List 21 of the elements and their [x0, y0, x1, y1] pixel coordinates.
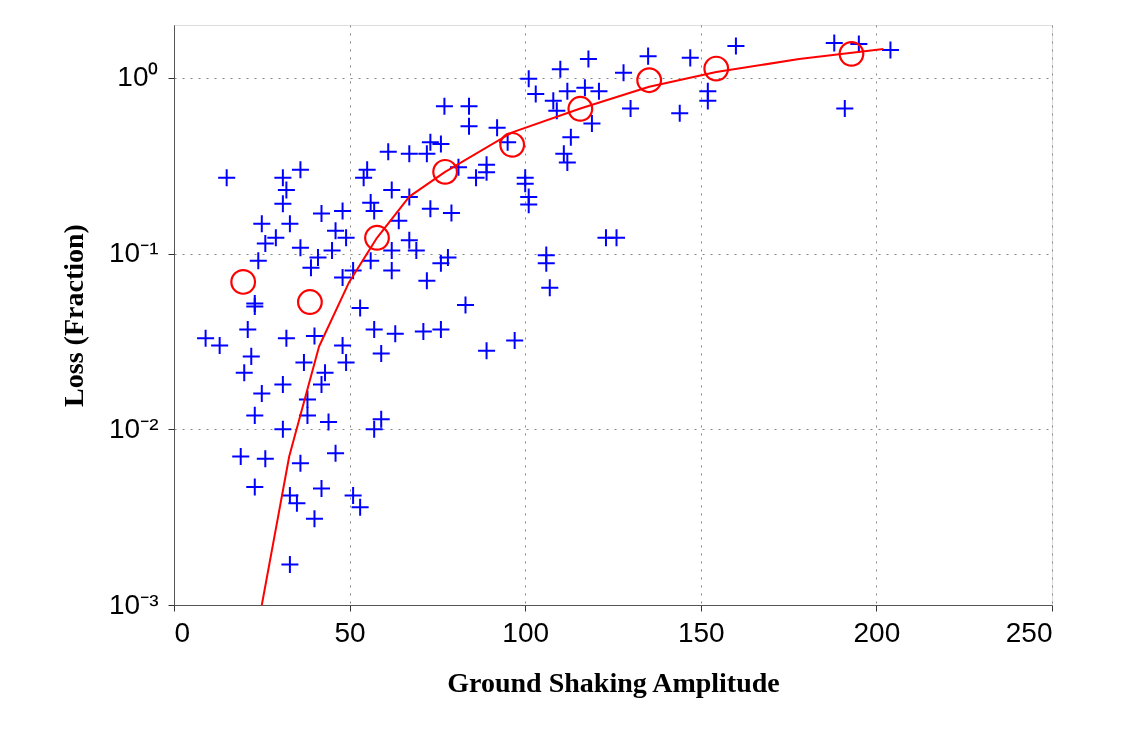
y-tick-label: 10⁰	[117, 61, 159, 93]
x-tick-label: 200	[853, 616, 901, 648]
point	[432, 158, 459, 185]
y-axis-title: Loss (Fraction)	[58, 224, 90, 407]
x-axis-title: Ground Shaking Amplitude	[447, 666, 780, 698]
point	[499, 131, 526, 158]
x-tick-label: 0	[174, 616, 191, 648]
point	[636, 67, 663, 94]
point	[296, 289, 323, 315]
point	[703, 55, 730, 82]
x-tick-label: 250	[1005, 616, 1053, 648]
x-tick-label: 150	[677, 616, 725, 648]
y-tick-label: 10⁻²	[109, 412, 159, 444]
x-tick-label: 100	[502, 616, 550, 648]
y-tick-label: 10⁻³	[109, 588, 159, 620]
point	[567, 95, 594, 122]
point	[230, 269, 257, 295]
point	[838, 40, 865, 67]
point	[364, 224, 390, 251]
x-tick-label: 50	[334, 616, 366, 648]
y-tick-label: 10⁻¹	[109, 237, 159, 269]
